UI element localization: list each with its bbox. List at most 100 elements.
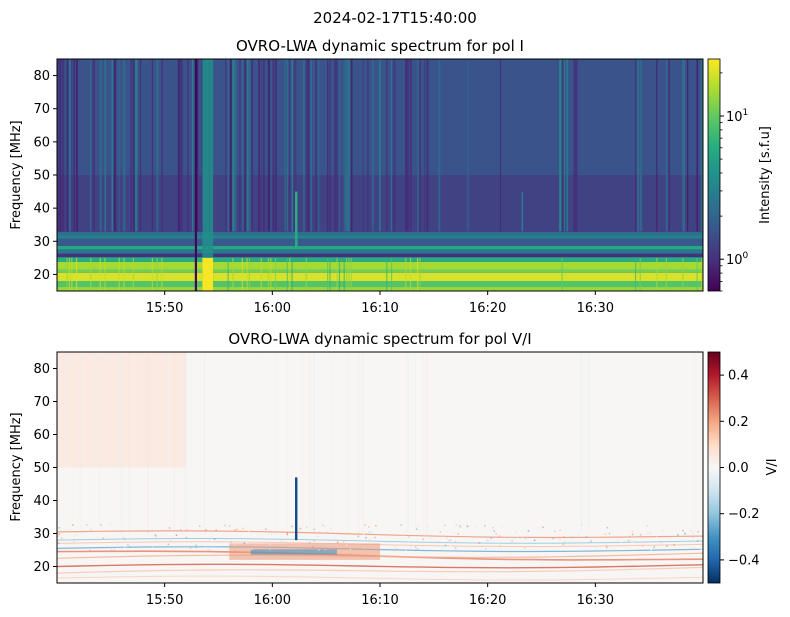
time-stripe <box>251 59 254 232</box>
time-stripe <box>68 59 72 232</box>
noise-speck <box>379 536 381 538</box>
freq-band <box>57 235 703 239</box>
freq-band <box>57 238 703 246</box>
noise-speck <box>230 541 233 543</box>
time-stripe <box>381 352 383 534</box>
y-tick-label: 70 <box>33 102 50 117</box>
noise-speck <box>444 544 447 547</box>
noise-speck <box>297 529 300 532</box>
noise-speck <box>484 525 486 527</box>
noise-speck <box>261 536 263 539</box>
noise-speck <box>415 546 417 549</box>
time-stripe <box>345 59 349 232</box>
time-stripe <box>575 59 578 232</box>
x-tick-label: 16:10 <box>361 301 398 316</box>
time-stripe <box>151 59 153 232</box>
time-stripe-low <box>246 257 248 291</box>
time-stripe-low <box>123 257 125 291</box>
colorbar-tick-label: 101 <box>726 108 748 125</box>
pol-vi-colorbar-ticks: 0.4 0.2 0.0 −0.2 −0.4 <box>720 369 760 568</box>
time-stripe <box>327 59 329 232</box>
noise-speck <box>690 530 693 532</box>
noise-speck <box>650 548 652 551</box>
time-stripe <box>696 59 699 232</box>
time-stripe <box>343 352 345 534</box>
noise-speck <box>234 529 236 531</box>
y-tick-label: 70 <box>33 395 50 410</box>
noise-speck <box>499 547 502 550</box>
noise-speck <box>336 541 339 544</box>
noise-speck <box>397 536 400 539</box>
noise-speck <box>151 537 153 539</box>
time-stripe <box>407 59 410 232</box>
time-stripe <box>390 59 393 232</box>
noise-speck <box>368 539 371 542</box>
pol-vi-x-axis: 15:50 16:00 16:10 16:20 16:30 <box>146 583 614 608</box>
faint-burst <box>521 191 524 232</box>
time-stripe <box>305 59 309 232</box>
x-tick-label: 16:30 <box>577 301 614 316</box>
noise-speck <box>195 546 198 549</box>
noise-speck <box>72 524 74 526</box>
time-stripe-low <box>227 257 229 291</box>
time-stripe <box>407 352 409 534</box>
time-stripe <box>350 59 353 232</box>
pol-vi-colorbar-gradient <box>708 352 720 583</box>
noise-speck <box>123 546 126 549</box>
time-stripe <box>187 59 189 232</box>
y-tick-label: 30 <box>33 527 50 542</box>
noise-speck <box>245 541 248 544</box>
time-stripe-low <box>267 257 270 291</box>
pol-vi-heatmap <box>57 352 703 583</box>
noise-speck <box>75 534 77 536</box>
time-stripe-low <box>409 257 412 291</box>
time-stripe <box>350 352 352 534</box>
time-stripe <box>111 59 114 232</box>
pol-vi-colorbar: 0.4 0.2 0.0 −0.2 −0.4 V/I <box>707 351 780 584</box>
freq-band <box>57 272 703 282</box>
x-tick-label: 15:50 <box>146 301 183 316</box>
noise-speck <box>409 542 412 545</box>
time-stripe <box>499 59 502 232</box>
noise-speck <box>403 534 405 536</box>
time-stripe <box>329 59 331 232</box>
noise-speck <box>552 537 554 540</box>
freq-band <box>57 232 703 236</box>
time-stripe <box>687 59 689 232</box>
noise-speck <box>475 526 478 528</box>
time-stripe-low <box>156 257 158 291</box>
noise-speck <box>554 530 556 533</box>
noise-speck <box>681 540 684 542</box>
time-stripe <box>260 59 263 232</box>
noise-speck <box>113 542 115 545</box>
time-stripe <box>181 352 183 534</box>
time-stripe <box>244 59 247 232</box>
noise-speck <box>243 542 246 545</box>
time-stripe <box>573 59 576 232</box>
noise-speck <box>422 538 425 540</box>
polarization-lane <box>57 575 703 581</box>
freq-band <box>57 269 703 273</box>
noise-speck <box>394 546 396 548</box>
noise-speck <box>212 539 214 542</box>
noise-speck <box>478 542 481 544</box>
time-stripe <box>409 59 412 232</box>
time-stripe <box>177 59 180 232</box>
time-stripe <box>286 59 288 232</box>
noise-speck <box>268 549 271 551</box>
noise-speck <box>322 531 324 533</box>
time-stripe <box>559 59 562 232</box>
tick-base: 10 <box>726 253 743 268</box>
blue-patch <box>250 549 337 555</box>
noise-speck <box>256 527 258 529</box>
freq-band <box>57 287 703 291</box>
noise-speck <box>578 534 580 536</box>
noise-speck <box>208 538 210 541</box>
noise-speck <box>415 528 418 530</box>
noise-speck <box>454 532 457 534</box>
noise-speck <box>205 529 207 531</box>
noise-speck <box>696 540 699 542</box>
noise-speck <box>155 535 158 538</box>
